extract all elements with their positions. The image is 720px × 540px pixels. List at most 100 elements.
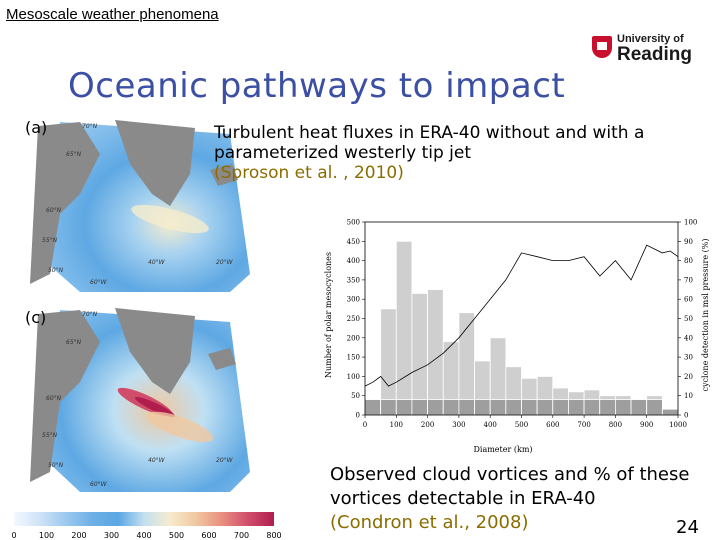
colorbar-tick-label: 200 [71, 531, 86, 540]
chart-bar-overlay [442, 399, 460, 416]
figure-label-a: (a) [25, 118, 48, 137]
mesocyclone-diameter-chart: 0 100 200 300 400 500 600 700 800 900 1000 0 50 100 15… [315, 200, 712, 455]
svg-text:70°N: 70°N [82, 123, 98, 130]
chart-x-axis-label: Diameter (km) [473, 445, 532, 454]
chart-bar-overlay [489, 399, 507, 416]
condron-text: Observed cloud vortices and % of these v… [330, 464, 690, 509]
condron-citation: (Condron et al., 2008) [330, 512, 529, 533]
chart-bar-overlay [521, 399, 538, 416]
chart-y-tick-label: 150 [347, 354, 360, 362]
colorbar-tick-label: 600 [201, 531, 216, 540]
sproson-description: Turbulent heat fluxes in ERA-40 without … [214, 123, 654, 183]
chart-x-tick-label: 900 [640, 421, 653, 429]
chart-right-tick-label: 30 [684, 354, 693, 362]
chart-y-tick-label: 450 [347, 238, 360, 246]
svg-text:40°W: 40°W [148, 259, 166, 266]
heat-flux-colorbar: 0 100 200 300 400 500 600 700 800 [11, 512, 282, 540]
svg-text:40°W: 40°W [148, 457, 166, 464]
chart-y-axis-label: Number of polar mesocyclones [324, 252, 333, 378]
chart-bar-overlay [364, 399, 382, 416]
chart-right-tick-label: 80 [684, 257, 693, 265]
chart-bar-overlay [380, 399, 397, 416]
chart-right-tick-label: 100 [684, 219, 697, 227]
logo-line-1: University of [617, 33, 684, 45]
chart-bar [411, 293, 428, 416]
chart-x-tick-label: 700 [577, 421, 590, 429]
chart-bar-overlay [552, 399, 569, 416]
svg-text:20°W: 20°W [216, 457, 234, 464]
chart-right-tick-label: 50 [684, 315, 693, 323]
svg-text:65°N: 65°N [66, 151, 82, 158]
chart-bar [380, 308, 397, 416]
chart-right-tick-label: 20 [684, 373, 693, 381]
chart-x-tick-label: 400 [484, 421, 497, 429]
svg-text:55°N: 55°N [42, 237, 58, 244]
chart-x-tick-label: 200 [421, 421, 434, 429]
chart-y-tick-label: 300 [347, 296, 360, 304]
detection-percentage-line [364, 244, 679, 387]
chart-bar-overlay [505, 399, 522, 416]
chart-bar-overlay [474, 399, 491, 416]
chart-x-tick-label: 300 [452, 421, 465, 429]
page-number: 24 [676, 517, 699, 538]
heat-flux-map-without-jet: 70°N 65°N 60°N 55°N 50°N 60°W 40°W 20°W [30, 120, 250, 292]
chart-bar [427, 289, 444, 416]
chart-y-tick-label: 350 [347, 276, 360, 284]
chart-right-tick-label: 10 [684, 392, 693, 400]
chart-y-tick-label: 250 [347, 315, 360, 323]
map-a-graticule-labels: 70°N 65°N 60°N 55°N 50°N 60°W 40°W 20°W [42, 123, 234, 286]
chart-bar-overlay [599, 399, 616, 416]
colorbar-tick-label: 100 [39, 531, 54, 540]
svg-text:50°N: 50°N [48, 462, 64, 469]
chart-right-tick-label: 90 [684, 238, 693, 246]
university-logo: University of Reading [592, 30, 692, 68]
sproson-text: Turbulent heat fluxes in ERA-40 without … [214, 123, 645, 163]
colorbar-tick-label: 500 [169, 531, 184, 540]
logo-line-2: Reading [617, 44, 692, 65]
chart-bar-overlay [536, 399, 554, 416]
chart-right-tick-label: 40 [684, 334, 693, 342]
chart-x-tick-label: 0 [363, 421, 367, 429]
chart-right-axis-label: cyclone detection in msl pressure (%) [701, 239, 710, 392]
chart-y-tick-label: 400 [347, 257, 360, 265]
figure-label-c: (c) [25, 308, 47, 327]
chart-y-tick-label: 200 [347, 334, 360, 342]
chart-right-tick-label: 60 [684, 296, 693, 304]
svg-text:50°N: 50°N [48, 267, 64, 274]
svg-text:60°W: 60°W [90, 279, 108, 286]
sproson-citation: (Sproson et al. , 2010) [214, 163, 404, 183]
colorbar-tick-label: 300 [104, 531, 119, 540]
chart-bar-overlay [583, 399, 601, 416]
chart-bar-overlay [411, 399, 428, 416]
chart-y-tick-label: 50 [351, 392, 360, 400]
chart-bar-overlay [568, 399, 585, 416]
chart-bar-overlay [427, 399, 444, 416]
chart-bar-overlay [395, 399, 413, 416]
svg-text:60°N: 60°N [46, 395, 62, 402]
svg-text:60°N: 60°N [46, 207, 62, 214]
svg-text:65°N: 65°N [66, 339, 82, 346]
chart-x-tick-label: 500 [515, 421, 528, 429]
chart-y-tick-label: 0 [356, 412, 360, 420]
header-tag: Mesoscale weather phenomena [6, 6, 219, 23]
chart-bar [395, 240, 413, 416]
chart-x-tick-label: 800 [609, 421, 622, 429]
colorbar-tick-label: 400 [136, 531, 151, 540]
svg-text:60°W: 60°W [90, 481, 108, 488]
map-c-graticule-labels: 70°N 65°N 60°N 55°N 50°N 60°W 40°W 20°W [42, 311, 234, 488]
chart-x-tick-label: 1000 [669, 421, 687, 429]
condron-description: Observed cloud vortices and % of these v… [330, 463, 710, 535]
svg-text:20°W: 20°W [216, 259, 234, 266]
chart-bar-overlay [630, 399, 648, 416]
colorbar-tick-label: 800 [266, 531, 281, 540]
chart-right-tick-label: 70 [684, 276, 693, 284]
colorbar-tick-label: 700 [234, 531, 249, 540]
chart-x-tick-label: 600 [546, 421, 559, 429]
chart-y-tick-label: 500 [347, 219, 360, 227]
chart-bar-overlay [646, 399, 663, 416]
svg-text:70°N: 70°N [82, 311, 98, 318]
chart-bar-overlay [661, 408, 679, 416]
heat-flux-map-with-jet: 70°N 65°N 60°N 55°N 50°N 60°W 40°W 20°W [30, 308, 250, 492]
colorbar-ramp [14, 512, 274, 526]
chart-x-tick-label: 100 [390, 421, 403, 429]
